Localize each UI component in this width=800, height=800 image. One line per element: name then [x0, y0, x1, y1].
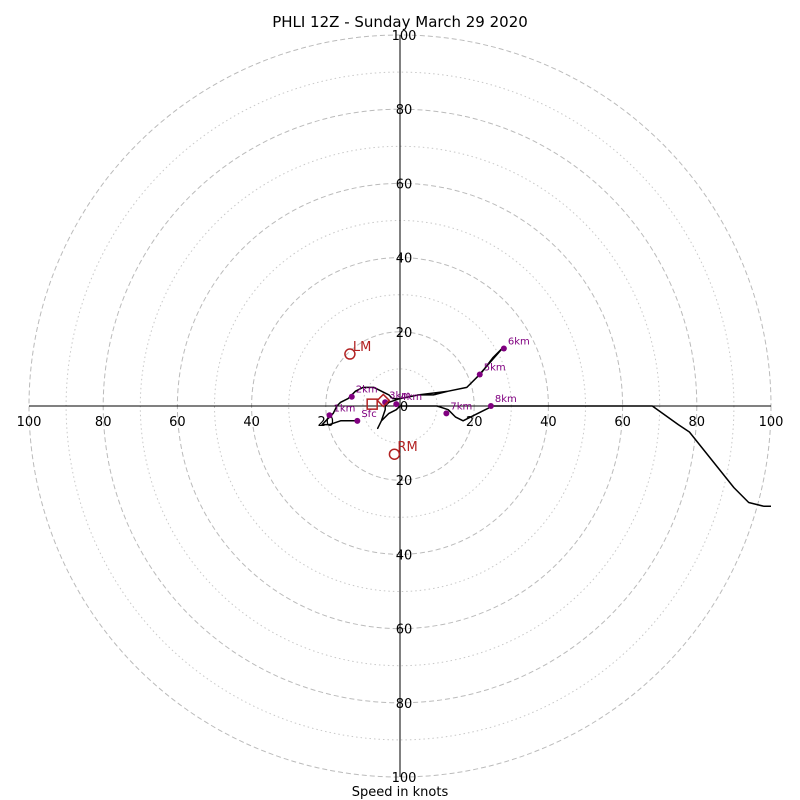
y-tick-label: 60	[396, 177, 413, 192]
height-point-6km	[500, 345, 507, 352]
x-tick-label: 80	[689, 415, 706, 430]
height-label-8km: 8km	[495, 394, 517, 405]
x-tick-label: 20	[318, 415, 335, 430]
y-tick-label: 40	[396, 252, 413, 267]
hodograph-line	[321, 345, 771, 507]
x-tick-label: 60	[614, 415, 631, 430]
height-label-Sfc: Sfc	[361, 409, 376, 420]
height-label-4km: 4km	[400, 392, 422, 403]
height-point-7km	[443, 410, 450, 417]
height-point-8km	[487, 403, 494, 409]
height-label-2km: 2km	[356, 385, 378, 396]
height-point-Sfc	[354, 417, 361, 424]
marker-label-LM: LM	[353, 340, 371, 355]
x-tick-label: 100	[759, 415, 784, 430]
height-label-6km: 6km	[508, 336, 530, 347]
hodograph-trace	[321, 345, 771, 507]
y-tick-label: 100	[392, 29, 417, 44]
height-point-4km	[393, 401, 400, 408]
y-tick-label: 40	[396, 548, 413, 563]
x-tick-label: 80	[95, 415, 112, 430]
x-axis-label: Speed in knots	[352, 785, 449, 800]
tick-labels: 100 80 60 40 20 20 40 60 80 100 100 80 60 40 20 0 20 40 60…	[17, 29, 784, 786]
y-tick-label: 20	[396, 326, 413, 341]
marker-label-RM: RM	[397, 440, 417, 455]
chart-title: PHLI 12Z - Sunday March 29 2020	[272, 13, 528, 31]
bunkers-marker	[376, 393, 391, 408]
height-label-1km: 1km	[334, 403, 356, 414]
y-tick-label: 20	[396, 474, 413, 489]
height-label-5km: 5km	[484, 362, 506, 373]
height-label-3km: 3km	[389, 390, 411, 401]
y-tick-label: 80	[396, 103, 413, 118]
height-label-7km: 7km	[450, 401, 472, 412]
height-point-5km	[476, 371, 483, 378]
height-point-1km	[326, 412, 333, 419]
x-tick-label: 20	[466, 415, 483, 430]
storm-motion-markers: LM RM	[344, 340, 418, 460]
y-tick-label: 80	[396, 697, 413, 712]
x-tick-label: 100	[17, 415, 42, 430]
storm-motion-marker	[344, 348, 356, 360]
storm-motion-marker	[388, 448, 401, 460]
y-tick-label: 60	[396, 623, 413, 638]
x-tick-label: 60	[169, 415, 186, 430]
height-point-2km	[348, 393, 355, 400]
y-tick-label: 0	[400, 400, 408, 415]
x-tick-label: 40	[243, 415, 260, 430]
y-tick-label: 100	[392, 771, 417, 786]
mean-wind-marker	[366, 398, 378, 410]
x-tick-label: 40	[540, 415, 557, 430]
